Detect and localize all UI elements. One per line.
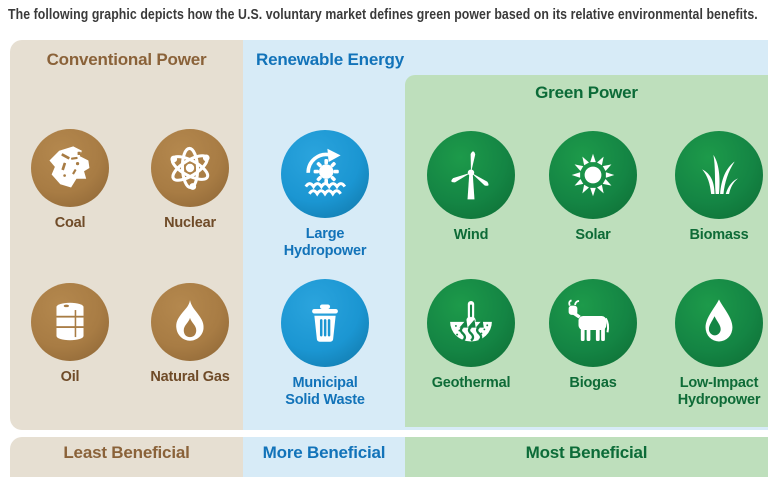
geothermal-icon bbox=[450, 300, 492, 342]
cow-icon bbox=[568, 299, 610, 341]
item-label: Coal bbox=[54, 215, 86, 231]
item-label: Biogas bbox=[569, 375, 617, 391]
item-label: Large Hydropower bbox=[283, 226, 367, 260]
item-large-hydropower: Large Hydropower bbox=[275, 130, 375, 261]
page-title: The following graphic depicts how the U.… bbox=[8, 6, 758, 23]
item-label: Wind bbox=[453, 227, 489, 243]
water-drop-icon bbox=[705, 299, 733, 342]
wind-turbine-icon bbox=[451, 151, 489, 200]
item-label: Solar bbox=[575, 227, 611, 243]
renewable-energy-header: Renewable Energy bbox=[256, 50, 404, 69]
item-nuclear: Nuclear bbox=[130, 129, 250, 232]
item-label: Municipal Solid Waste bbox=[285, 375, 365, 409]
scale-least-beneficial: Least Beneficial bbox=[10, 437, 243, 477]
large-hydropower-icon bbox=[304, 148, 347, 197]
grass-icon bbox=[702, 154, 739, 195]
item-label: Oil bbox=[60, 369, 80, 385]
benefit-scale-bar: Least Beneficial More Beneficial Most Be… bbox=[10, 437, 768, 477]
item-label: Low-Impact Hydropower bbox=[677, 375, 761, 409]
item-oil: Oil bbox=[10, 283, 130, 386]
scale-most-beneficial: Most Beneficial bbox=[405, 437, 768, 477]
section-green-power: Green Power Wind bbox=[405, 75, 768, 427]
natural-gas-icon bbox=[176, 300, 204, 341]
item-biogas: Biogas bbox=[533, 279, 653, 392]
item-municipal-solid-waste: Municipal Solid Waste bbox=[275, 279, 375, 410]
nuclear-icon bbox=[170, 146, 210, 190]
item-wind: Wind bbox=[411, 131, 531, 244]
coal-icon bbox=[49, 146, 90, 188]
item-label: Geothermal bbox=[431, 375, 511, 391]
item-label: Nuclear bbox=[164, 215, 216, 231]
green-power-header: Green Power bbox=[535, 83, 638, 102]
item-low-impact-hydropower: Low-Impact Hydropower bbox=[659, 279, 768, 410]
item-label: Biomass bbox=[689, 227, 749, 243]
sun-icon bbox=[571, 153, 615, 197]
item-solar: Solar bbox=[533, 131, 653, 244]
item-geothermal: Geothermal bbox=[411, 279, 531, 392]
item-natural-gas: Natural Gas bbox=[150, 283, 230, 386]
item-label: Natural Gas bbox=[150, 369, 230, 385]
main-graphic: Green Power Wind bbox=[10, 40, 768, 430]
municipal-solid-waste-icon bbox=[312, 304, 338, 342]
conventional-power-header: Conventional Power bbox=[46, 50, 207, 69]
item-coal: Coal bbox=[10, 129, 130, 232]
item-biomass: Biomass bbox=[659, 131, 768, 244]
scale-more-beneficial: More Beneficial bbox=[243, 437, 405, 477]
oil-icon bbox=[56, 302, 84, 341]
